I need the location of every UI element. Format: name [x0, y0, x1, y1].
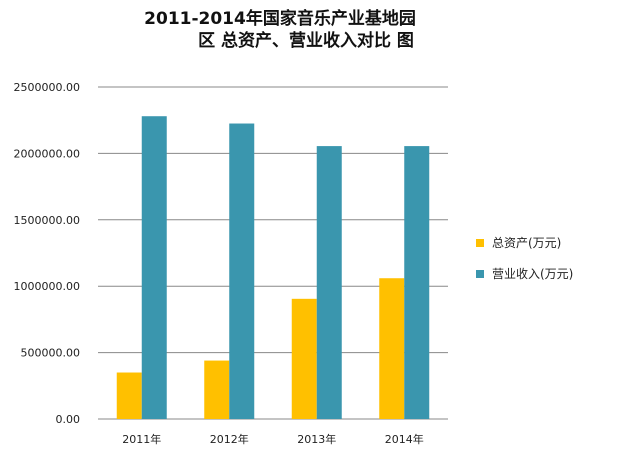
y-axis-ticks: 0.00 500000.00 1000000.00 1500000.00 2000000… [14, 81, 80, 426]
bars [116, 116, 430, 420]
chart-title: 2011-2014年国家音乐产业基地园 区 总资产、营业收入对比 图 [144, 8, 416, 51]
y-tick-label: 2500000.00 [14, 81, 80, 94]
x-category-label: 2014年 [385, 432, 424, 446]
chart-title-line-2: 区 总资产、营业收入对比 图 [198, 30, 414, 51]
legend-swatch [476, 270, 484, 278]
x-axis-categories: 2011年 2012年 2013年 2014年 [122, 432, 424, 446]
legend-label: 营业收入(万元) [492, 267, 573, 281]
y-tick-label: 1000000.00 [14, 280, 80, 293]
legend-label: 总资产(万元) [492, 236, 561, 250]
bar-total-assets [204, 360, 230, 419]
bar-total-assets [116, 372, 142, 419]
y-tick-label: 500000.00 [21, 347, 81, 360]
chart-title-line-1: 2011-2014年国家音乐产业基地园 [144, 8, 416, 29]
legend: 总资产(万元) 营业收入(万元) [476, 236, 573, 281]
bar-revenue [404, 146, 430, 419]
bar-revenue [229, 123, 255, 420]
legend-swatch [476, 239, 484, 247]
x-category-label: 2011年 [122, 432, 161, 446]
x-category-label: 2012年 [210, 432, 249, 446]
y-tick-label: 0.00 [56, 413, 81, 426]
bar-total-assets [291, 298, 317, 419]
y-tick-label: 1500000.00 [14, 214, 80, 227]
bar-revenue [316, 146, 342, 419]
bar-revenue [141, 116, 167, 419]
bar-total-assets [379, 278, 405, 419]
x-category-label: 2013年 [297, 432, 336, 446]
y-tick-label: 2000000.00 [14, 147, 80, 160]
